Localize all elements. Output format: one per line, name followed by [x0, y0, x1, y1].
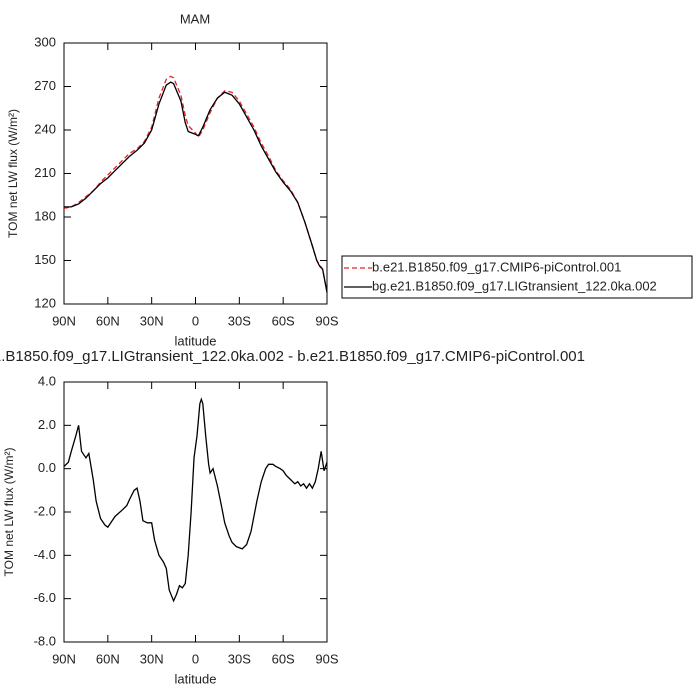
- y-tick-label: 0.0: [38, 460, 56, 475]
- x-tick-label: 60N: [96, 313, 120, 328]
- y-tick-label: 240: [34, 121, 56, 136]
- y-tick-label: 270: [34, 78, 56, 93]
- y-tick-label: 180: [34, 208, 56, 223]
- series-line: [64, 81, 328, 293]
- x-tick-label: 30N: [140, 651, 164, 666]
- y-tick-label: 120: [34, 295, 56, 310]
- x-tick-label: 90S: [315, 313, 338, 328]
- x-axis-label: latitude: [175, 671, 217, 686]
- x-tick-label: 30S: [228, 313, 251, 328]
- x-tick-label: 90S: [315, 651, 338, 666]
- y-tick-label: 210: [34, 165, 56, 180]
- x-tick-label: 30S: [228, 651, 251, 666]
- y-axis-label: TOM net LW flux (W/m²): [6, 109, 20, 238]
- y-tick-label: 150: [34, 252, 56, 267]
- y-tick-label: -8.0: [34, 633, 56, 648]
- y-tick-label: 300: [34, 34, 56, 49]
- x-tick-label: 30N: [140, 313, 164, 328]
- chart-title: bg.e21.B1850.f09_g17.LIGtransient_122.0k…: [0, 348, 585, 365]
- series-line: [63, 75, 328, 293]
- series-line: [63, 397, 328, 603]
- plot-frame: [63, 381, 328, 643]
- x-axis-label: latitude: [175, 333, 217, 348]
- x-tick-label: 60S: [272, 651, 295, 666]
- legend-label: bg.e21.B1850.f09_g17.LIGtransient_122.0k…: [372, 278, 657, 293]
- y-tick-label: -2.0: [34, 503, 56, 518]
- y-axis-label: TOM net LW flux (W/m²): [2, 448, 16, 577]
- x-tick-label: 0: [192, 651, 199, 666]
- x-tick-label: 90N: [52, 651, 76, 666]
- x-tick-label: 60S: [272, 313, 295, 328]
- chart-title: MAM: [180, 11, 210, 26]
- y-tick-label: -4.0: [34, 547, 56, 562]
- y-tick-label: 2.0: [38, 417, 56, 432]
- x-tick-label: 0: [192, 313, 199, 328]
- plot-frame: [63, 42, 328, 305]
- legend-label: b.e21.B1850.f09_g17.CMIP6-piControl.001: [372, 259, 621, 274]
- x-tick-label: 60N: [96, 651, 120, 666]
- y-tick-label: 4.0: [38, 373, 56, 388]
- x-tick-label: 90N: [52, 313, 76, 328]
- legend-box: [341, 255, 693, 299]
- y-tick-label: -6.0: [34, 590, 56, 605]
